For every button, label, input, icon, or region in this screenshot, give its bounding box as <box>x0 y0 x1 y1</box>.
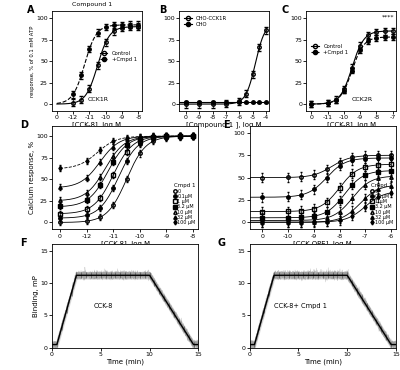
X-axis label: Time (min): Time (min) <box>304 359 342 365</box>
Text: E: E <box>223 120 230 130</box>
X-axis label: [CCK-8], log M: [CCK-8], log M <box>72 122 121 128</box>
Legend: 0, 0.1μM, 1 μM, 3.2 μM, 10 μM, 32 μM, 100 μM: 0, 0.1μM, 1 μM, 3.2 μM, 10 μM, 32 μM, 10… <box>369 181 395 227</box>
Text: CCK-8: CCK-8 <box>94 303 113 309</box>
X-axis label: [CCK-OPE], log M: [CCK-OPE], log M <box>294 240 352 247</box>
Text: Compound 1: Compound 1 <box>72 2 112 7</box>
Y-axis label: Binding, mP: Binding, mP <box>33 275 39 317</box>
X-axis label: [CCK-8], log M: [CCK-8], log M <box>327 122 376 128</box>
Text: CCK-8+ Cmpd 1: CCK-8+ Cmpd 1 <box>274 303 327 309</box>
Legend: Control, +Cmpd 1: Control, +Cmpd 1 <box>309 41 350 57</box>
Legend: Control, +Cmpd 1: Control, +Cmpd 1 <box>98 48 139 64</box>
X-axis label: [Compound 1 ], log M: [Compound 1 ], log M <box>186 122 262 128</box>
Text: D: D <box>20 120 28 130</box>
Text: F: F <box>20 238 26 248</box>
Text: C: C <box>281 5 288 15</box>
X-axis label: Time (min): Time (min) <box>106 359 144 365</box>
Text: B: B <box>160 5 167 15</box>
Legend: CHO-CCK1R, CHO: CHO-CCK1R, CHO <box>182 14 229 29</box>
Text: CCK2R: CCK2R <box>351 97 372 102</box>
Text: A: A <box>27 5 34 15</box>
Y-axis label: response, % of 0.1 mM ATP: response, % of 0.1 mM ATP <box>30 26 35 97</box>
Text: CCK1R: CCK1R <box>88 97 109 102</box>
Y-axis label: Calcium response, %: Calcium response, % <box>29 141 35 214</box>
Text: ****: **** <box>382 14 394 19</box>
Text: G: G <box>218 238 226 248</box>
X-axis label: [CCK-8], log M: [CCK-8], log M <box>101 240 150 247</box>
Legend: 0, 0.1μM, 1 μM, 3.2 μM, 10 μM, 32 μM, 100 μM: 0, 0.1μM, 1 μM, 3.2 μM, 10 μM, 32 μM, 10… <box>171 181 198 227</box>
